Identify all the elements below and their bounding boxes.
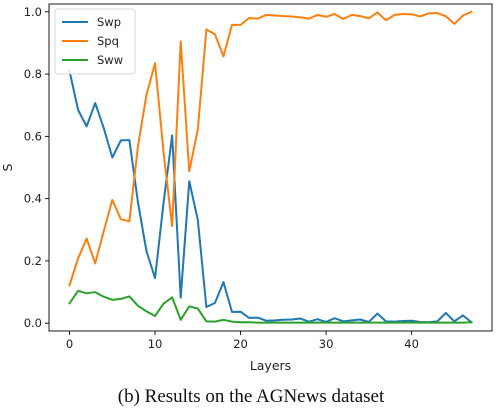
y-tick-label: 0.0 [24,316,42,330]
legend-label-sww: Sww [97,53,123,67]
y-tick-label: 0.8 [24,67,42,81]
axis-ticks: 0 10 20 30 40 0.0 0.2 0.4 0.6 0.8 1.0 [24,5,419,351]
y-tick-label: 1.0 [24,5,42,19]
y-tick-label: 0.4 [24,192,42,206]
x-tick-label: 0 [66,337,73,351]
y-tick-label: 0.2 [24,254,42,268]
legend-label-spq: Spq [97,34,119,48]
series-line-swp [68,69,473,324]
figure-caption: (b) Results on the AGNews dataset [117,386,385,407]
series-line-spq [68,10,473,287]
x-tick-label: 20 [233,337,248,351]
series-line-sww [68,289,473,324]
legend-label-swp: Swp [97,15,121,29]
x-axis-label: Layers [250,358,291,373]
legend-box [54,8,136,75]
x-tick-label: 40 [404,337,419,351]
plot-lines [68,10,473,324]
plot-frame [48,3,493,332]
x-tick-label: 30 [319,337,334,351]
y-tick-label: 0.6 [24,129,42,143]
legend: Swp Spq Sww [54,8,136,75]
x-tick-label: 10 [148,337,163,351]
y-axis-label: S [0,163,15,171]
